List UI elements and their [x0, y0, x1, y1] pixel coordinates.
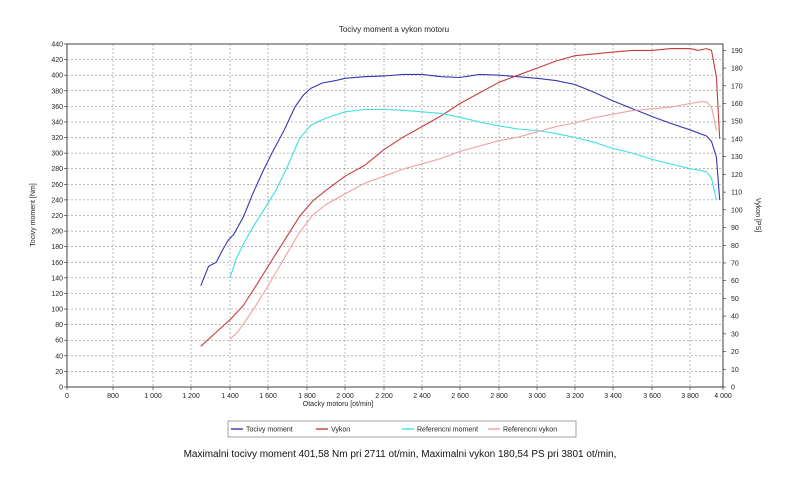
y-right-tick-label: 60: [731, 278, 739, 285]
y-right-tick-label: 20: [731, 349, 739, 356]
x-tick-label: 4 000: [714, 393, 732, 400]
y-left-tick-label: 440: [51, 42, 63, 49]
y-left-tick-label: 60: [55, 338, 63, 345]
y-left-tick-label: 0: [59, 385, 63, 392]
y-axis-left-label: Tocivy moment [Nm]: [30, 183, 37, 246]
x-tick-label: 3 000: [528, 393, 546, 400]
x-tick-label: 2 600: [451, 393, 469, 400]
x-tick-label: 2 400: [413, 393, 431, 400]
y-left-tick-label: 260: [51, 182, 63, 189]
y-left-tick-label: 100: [51, 307, 63, 314]
y-right-tick-label: 10: [731, 367, 739, 374]
x-tick-label: 800: [107, 393, 119, 400]
y-left-tick-label: 220: [51, 213, 63, 220]
x-tick-label: 3 800: [681, 393, 699, 400]
y-left-tick-label: 340: [51, 119, 63, 126]
x-tick-label: 3 400: [604, 393, 622, 400]
y-left-tick-label: 80: [55, 322, 63, 329]
y-right-tick-label: 110: [731, 190, 742, 197]
y-right-tick-label: 140: [731, 136, 743, 143]
x-tick-label: 1 800: [298, 393, 316, 400]
y-left-tick-label: 120: [51, 291, 63, 298]
x-tick-label: 1 200: [182, 393, 200, 400]
x-tick-label: 0: [65, 393, 69, 400]
y-left-tick-label: 40: [55, 353, 63, 360]
y-right-tick-label: 80: [731, 243, 739, 250]
y-left-tick-label: 280: [51, 166, 63, 173]
y-left-tick-label: 160: [51, 260, 63, 267]
max-values-summary: Maximalni tocivy moment 401,58 Nm pri 27…: [183, 449, 617, 460]
series-line-3: [229, 108, 717, 279]
y-right-tick-label: 170: [731, 83, 743, 90]
y-left-tick-label: 140: [51, 275, 63, 282]
x-tick-label: 3 600: [643, 393, 661, 400]
y-left-tick-label: 380: [51, 88, 63, 95]
y-right-tick-label: 180: [731, 66, 743, 73]
y-left-tick-label: 20: [55, 369, 63, 376]
y-right-tick-label: 190: [731, 48, 743, 55]
y-left-tick-label: 420: [51, 57, 63, 64]
x-tick-label: 3 200: [566, 393, 584, 400]
series-line-2: [200, 48, 721, 347]
y-right-tick-label: 120: [731, 172, 743, 179]
y-right-tick-label: 100: [731, 207, 743, 214]
x-tick-label: 1 600: [259, 393, 277, 400]
axis-ticks: 0204060801001201401601802002202402602803…: [51, 42, 742, 401]
y-left-tick-label: 320: [51, 135, 63, 142]
y-left-tick-label: 240: [51, 197, 63, 204]
x-tick-label: 2 200: [375, 393, 393, 400]
x-tick-label: 2 800: [490, 393, 508, 400]
legend-label: Referencni moment: [417, 427, 478, 434]
legend-label: Tocivy moment: [246, 427, 293, 434]
y-right-tick-label: 0: [731, 385, 735, 392]
y-right-tick-label: 90: [731, 225, 739, 232]
legend-label: Referencni vykon: [503, 427, 557, 434]
legend: Tocivy moment Vykon Referencni moment Refer…: [231, 427, 557, 434]
y-left-tick-label: 300: [51, 151, 63, 158]
series-line-1: [200, 73, 721, 286]
y-right-tick-label: 160: [731, 101, 743, 108]
y-right-tick-label: 70: [731, 260, 739, 267]
y-right-tick-label: 50: [731, 296, 739, 303]
y-right-tick-label: 30: [731, 331, 739, 338]
x-tick-label: 1 400: [221, 393, 239, 400]
x-tick-label: 1 000: [144, 393, 162, 400]
x-axis-label: Otacky motoru [ot/min]: [303, 401, 373, 408]
chart-title: Tocivy moment a vykon motoru: [339, 25, 449, 34]
y-left-tick-label: 400: [51, 73, 63, 80]
y-right-tick-label: 130: [731, 154, 743, 161]
y-left-tick-label: 200: [51, 229, 63, 236]
y-left-tick-label: 180: [51, 244, 63, 251]
series-lines: [200, 48, 721, 347]
y-left-tick-label: 360: [51, 104, 63, 111]
y-axis-right-label: Vykon [PS]: [754, 198, 761, 232]
legend-label: Vykon: [331, 427, 350, 434]
x-tick-label: 2 000: [336, 393, 354, 400]
series-line-4: [229, 101, 717, 340]
y-right-tick-label: 40: [731, 314, 739, 321]
y-right-tick-label: 150: [731, 119, 743, 126]
